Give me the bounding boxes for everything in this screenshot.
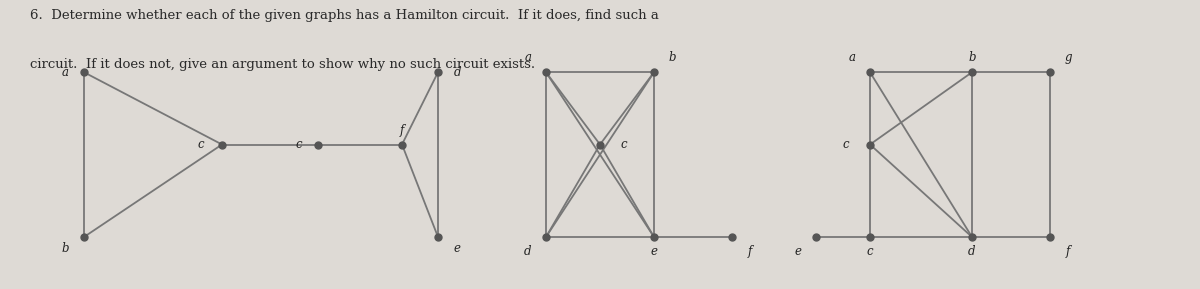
Text: g: g: [1064, 51, 1072, 64]
Text: c: c: [620, 138, 628, 151]
Text: a: a: [524, 51, 532, 64]
Text: 6.  Determine whether each of the given graphs has a Hamilton circuit.  If it do: 6. Determine whether each of the given g…: [30, 9, 659, 22]
Text: a: a: [848, 51, 856, 64]
Text: e: e: [650, 245, 658, 258]
Text: d: d: [524, 245, 532, 258]
Text: a: a: [61, 66, 68, 79]
Text: b: b: [61, 242, 68, 255]
Text: c: c: [842, 138, 850, 151]
Text: e: e: [454, 242, 461, 255]
Text: c: c: [197, 138, 204, 151]
Text: c: c: [866, 245, 874, 258]
Text: f: f: [748, 245, 752, 258]
Text: e: e: [794, 245, 802, 258]
Text: f: f: [1066, 245, 1070, 258]
Text: circuit.  If it does not, give an argument to show why no such circuit exists.: circuit. If it does not, give an argumen…: [30, 58, 535, 71]
Text: c: c: [295, 138, 302, 151]
Text: d: d: [968, 245, 976, 258]
Text: d: d: [454, 66, 461, 79]
Text: f: f: [400, 124, 404, 136]
Text: b: b: [968, 51, 976, 64]
Text: b: b: [668, 51, 676, 64]
